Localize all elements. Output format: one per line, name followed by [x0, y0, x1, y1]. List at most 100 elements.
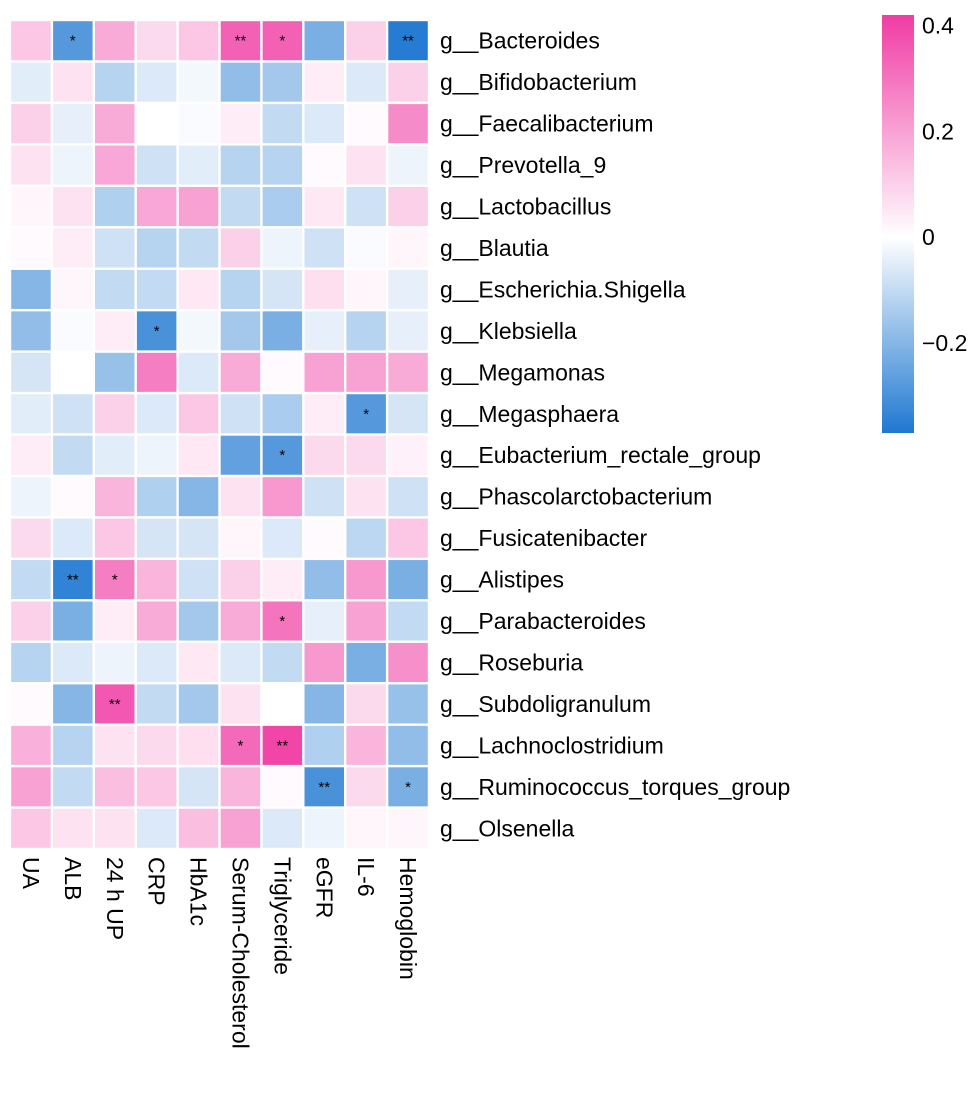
heatmap-cell [95, 518, 135, 558]
heatmap-cell [136, 601, 177, 641]
row-labels: g__Bacteroides g__Bifidobacterium g__Faeca… [440, 28, 790, 842]
heatmap-cell [262, 725, 303, 765]
heatmap-cell [53, 767, 93, 807]
heatmap-cell [262, 435, 303, 475]
heatmap-cell [262, 518, 303, 558]
heatmap-cell [136, 352, 177, 392]
heatmap-cell [304, 435, 344, 475]
heatmap-cell [220, 477, 261, 517]
heatmap-cell [11, 269, 51, 309]
heatmap-cell [95, 187, 135, 227]
heatmap-cell [178, 560, 219, 600]
heatmap-cell [136, 642, 177, 682]
heatmap-cell [262, 187, 303, 227]
heatmap-cell [11, 642, 51, 682]
heatmap-cell [346, 601, 386, 641]
heatmap-cell [136, 477, 177, 517]
heatmap-cell [53, 601, 93, 641]
heatmap-cell [346, 518, 386, 558]
heatmap-cell [136, 62, 177, 102]
heatmap-cell [178, 767, 219, 807]
heatmap-cell [346, 684, 386, 724]
heatmap-cell [220, 601, 261, 641]
heatmap-cell [262, 145, 303, 185]
heatmap-cell [262, 642, 303, 682]
heatmap-cell [388, 269, 428, 309]
row-label: g__Parabacteroides [440, 608, 646, 634]
heatmap-cell [262, 104, 303, 144]
heatmap-cell [304, 62, 344, 102]
significance-label: * [279, 613, 285, 630]
heatmap-cell [95, 642, 135, 682]
heatmap-cell [304, 104, 344, 144]
heatmap-cell [11, 352, 51, 392]
heatmap-cell [388, 601, 428, 641]
heatmap-cell [136, 104, 177, 144]
heatmap-cell [388, 767, 428, 807]
heatmap-cell [388, 311, 428, 351]
heatmap-cell [388, 352, 428, 392]
heatmap-cell [346, 725, 386, 765]
row-label: g__Ruminococcus_torques_group [440, 774, 790, 800]
column-label: UA [18, 857, 44, 890]
heatmap-cell [304, 601, 344, 641]
heatmap-cell [53, 725, 93, 765]
heatmap-cell [11, 808, 51, 848]
heatmap-cell [304, 269, 344, 309]
heatmap-cell [136, 228, 177, 268]
row-label: g__Olsenella [440, 815, 574, 841]
heatmap-cell [53, 808, 93, 848]
heatmap-cell [95, 601, 135, 641]
heatmap-cell [388, 684, 428, 724]
heatmap-cell [346, 435, 386, 475]
row-label: g__Escherichia.Shigella [440, 276, 686, 302]
heatmap-cell [346, 21, 386, 61]
heatmap-cell [220, 394, 261, 434]
heatmap-cell [346, 62, 386, 102]
row-label: g__Alistipes [440, 567, 564, 593]
column-labels: UA ALB 24 h UP CRP HbA1c Serum-Cholesterol Tri… [18, 857, 421, 1049]
column-label: Triglyceride [269, 857, 295, 975]
heatmap-cell [53, 435, 93, 475]
row-label: g__Subdoligranulum [440, 691, 651, 717]
heatmap-cell [95, 228, 135, 268]
heatmap-cell [178, 187, 219, 227]
row-label: g__Megasphaera [440, 401, 619, 427]
heatmap-cell [95, 808, 135, 848]
heatmap-cell [178, 104, 219, 144]
heatmap-cell [304, 560, 344, 600]
heatmap-cell [304, 642, 344, 682]
heatmap-cell [220, 435, 261, 475]
heatmap-cell [178, 684, 219, 724]
heatmap-cell [11, 435, 51, 475]
row-label: g__Prevotella_9 [440, 152, 606, 178]
heatmap-cell [53, 394, 93, 434]
heatmap-cell [346, 767, 386, 807]
significance-label: * [154, 323, 160, 340]
heatmap-cell [53, 477, 93, 517]
heatmap-cell [346, 145, 386, 185]
significance-label: ** [402, 33, 414, 50]
heatmap-cell [304, 352, 344, 392]
colorbar-tick-label: 0.2 [922, 118, 954, 144]
heatmap-cell [178, 642, 219, 682]
heatmap-cell [220, 642, 261, 682]
row-label: g__Lachnoclostridium [440, 732, 664, 758]
heatmap-cell [388, 187, 428, 227]
heatmap-cell [178, 145, 219, 185]
heatmap-cell [95, 725, 135, 765]
significance-label: * [70, 33, 76, 50]
heatmap-cell [304, 518, 344, 558]
significance-label: * [112, 572, 118, 589]
heatmap-cell [220, 311, 261, 351]
heatmap-cell [136, 518, 177, 558]
heatmap-cell [262, 269, 303, 309]
significance-label: * [279, 33, 285, 50]
heatmap-cell [388, 518, 428, 558]
heatmap-cell [11, 725, 51, 765]
heatmap-cell [388, 104, 428, 144]
heatmap-cell [346, 187, 386, 227]
row-label: g__Eubacterium_rectale_group [440, 442, 761, 468]
heatmap-cell [388, 228, 428, 268]
